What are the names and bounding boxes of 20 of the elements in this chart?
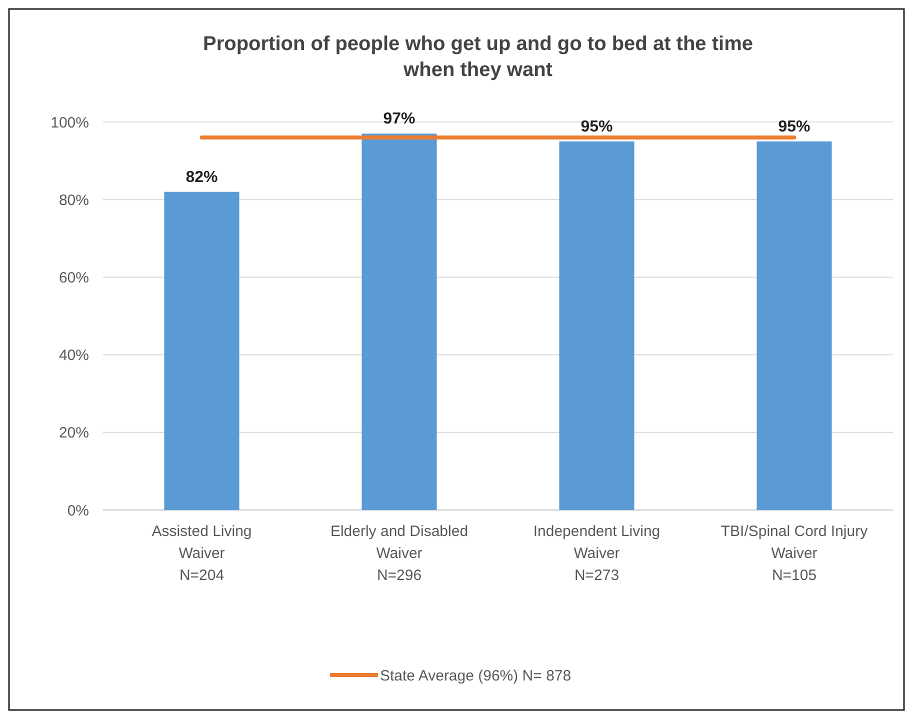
bar (362, 134, 437, 510)
y-tick-label: 100% (50, 114, 89, 132)
legend-label: State Average (96%) N= 878 (380, 667, 572, 684)
bar (559, 141, 634, 510)
data-label: 95% (778, 118, 810, 136)
bar (756, 141, 832, 510)
bar (164, 192, 240, 510)
x-tick-label: TBI/Spinal Cord Injury Waiver N=105 (720, 523, 868, 584)
x-tick-label: Elderly and Disabled Waiver N=296 (330, 523, 468, 584)
y-tick-label: 40% (58, 347, 89, 364)
y-tick-label: 80% (58, 192, 89, 209)
data-label: 95% (580, 118, 613, 136)
data-label: 82% (186, 168, 218, 186)
y-tick-label: 20% (58, 424, 89, 442)
chart-title: Proportion of people who get up and go to bed at the time when they want (203, 33, 753, 81)
y-tick-label: 0% (67, 502, 89, 520)
y-tick-label: 60% (58, 269, 89, 286)
data-label: 97% (383, 110, 416, 128)
x-tick-label: Assisted Living Waiver N=204 (152, 523, 252, 584)
x-tick-label: Independent Living Waiver N=273 (533, 523, 660, 584)
